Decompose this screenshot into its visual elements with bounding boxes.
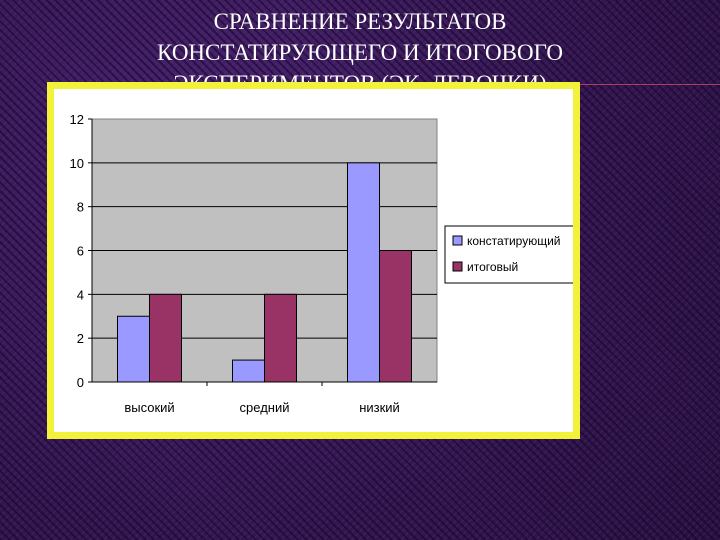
legend-swatch [452,235,463,246]
bar-chart: 0 2 4 6 8 10 12 высокий средний низкий констатирую… [70,112,573,415]
bar-итоговый [264,293,297,383]
chart-frame: 0 2 4 6 8 10 12 высокий средний низкий констатирую… [47,82,580,439]
y-tick-label: 8 [77,200,84,215]
bar-констатирующий [232,359,265,383]
y-tick-label: 6 [77,244,84,259]
legend-label: итоговый [467,260,518,274]
y-tick-label: 4 [77,287,84,302]
y-tick-label: 2 [77,331,84,346]
bar-констатирующий [347,162,380,383]
bar-констатирующий [117,315,150,383]
x-tick-label: низкий [359,400,400,415]
y-tick-label: 0 [77,375,84,390]
bar-итоговый [149,293,182,383]
legend-swatch [452,261,463,272]
x-tick-label: средний [240,400,290,415]
slide-title-line-2: КОНСТАТИРУЮЩЕГО И ИТОГОВОГО [157,40,563,65]
x-tick-label: высокий [124,400,174,415]
y-tick-label: 10 [70,156,84,171]
title-divider [575,84,720,85]
legend-label: констатирующий [467,234,560,248]
y-tick-label: 12 [70,112,84,127]
bar-итоговый [379,250,412,383]
legend-box [444,225,573,284]
slide-title-line-1: СРАВНЕНИЕ РЕЗУЛЬТАТОВ [213,9,507,34]
